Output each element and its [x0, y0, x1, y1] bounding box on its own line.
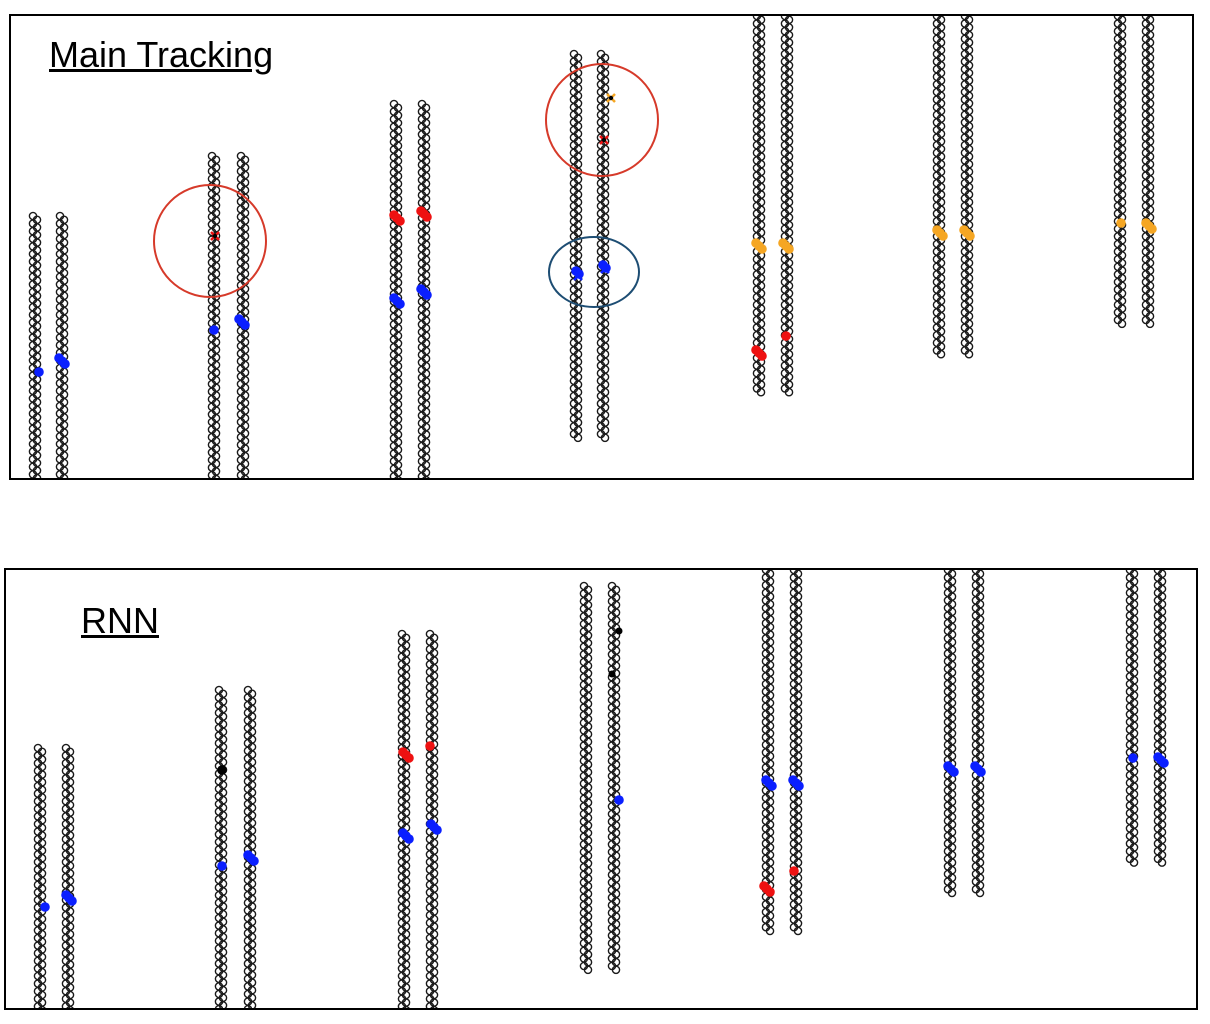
hit-blue: [1128, 753, 1138, 763]
hit-orange: [932, 225, 948, 241]
hit-red: [425, 741, 435, 751]
detector-layer-14: [1153, 570, 1167, 867]
hit-blue: [614, 795, 624, 805]
detector-layer-11: [932, 16, 946, 359]
detector-layer-10: [789, 570, 803, 936]
hit-orange: [959, 225, 975, 241]
hit-blue: [61, 890, 77, 906]
detector-layer-9: [752, 16, 766, 397]
hit-red: [389, 210, 405, 226]
main-tracking-title: Main Tracking: [49, 34, 274, 75]
detector-layer-10: [780, 16, 794, 397]
hit-blue: [209, 325, 219, 335]
rnn-title: RNN: [81, 600, 159, 641]
hit-red: [416, 206, 432, 222]
hit-marker-red: [599, 135, 609, 145]
hit-blue: [970, 761, 986, 777]
detector-layer-13: [1125, 570, 1139, 867]
detector-layer-1: [28, 211, 42, 478]
main-tracking-detector-view: [28, 16, 1157, 478]
rnn-detector-view: [33, 570, 1169, 1008]
hit-blue: [788, 775, 804, 791]
hit-blue: [571, 266, 584, 279]
detector-layer-8: [607, 581, 621, 975]
detector-layer-2: [55, 211, 69, 478]
hit-blue: [40, 902, 50, 912]
highlight-circle-blue: [548, 236, 640, 308]
detector-layer-8: [596, 49, 610, 443]
hit-blue: [217, 861, 227, 871]
hit-blue: [54, 353, 70, 369]
hit-orange: [1116, 218, 1126, 228]
hit-blue: [389, 293, 405, 309]
hit-blue: [234, 314, 250, 330]
hit-blue: [943, 761, 959, 777]
detector-layer-5: [389, 99, 403, 478]
detector-layer-3: [214, 685, 228, 1008]
hit-blue: [34, 367, 44, 377]
hit-marker-orange: [606, 93, 616, 103]
hit-blue: [598, 260, 611, 273]
detector-layer-3: [207, 151, 221, 478]
highlight-circle-red: [545, 63, 659, 177]
hit-blue: [761, 775, 777, 791]
hit-blue: [1153, 752, 1169, 768]
main-tracking-panel: Main Tracking: [9, 14, 1194, 480]
detector-layer-5: [397, 629, 411, 1008]
hit-orange: [1141, 218, 1157, 234]
hit-red: [781, 331, 791, 341]
detector-layer-2: [61, 743, 75, 1008]
hit-red: [789, 866, 799, 876]
detector-layer-9: [761, 570, 775, 936]
hit-blue: [243, 850, 259, 866]
hit-blue: [398, 828, 414, 844]
hit-red: [759, 881, 775, 897]
hit-marker-red: [210, 231, 220, 241]
highlight-circle-red: [153, 184, 267, 298]
rnn-panel: RNN: [4, 568, 1198, 1010]
hit-black: [217, 765, 227, 775]
hit-blue: [426, 819, 442, 835]
detector-layer-11: [943, 570, 957, 898]
hit-red: [751, 345, 767, 361]
hit-red: [398, 747, 414, 763]
detector-layer-6: [417, 99, 431, 478]
hit-orange: [751, 238, 767, 254]
hit-blue: [416, 284, 432, 300]
detector-layer-7: [569, 49, 583, 443]
detector-layer-4: [243, 685, 257, 1008]
detector-layer-12: [971, 570, 985, 898]
detector-layer-6: [425, 629, 439, 1008]
hit-black: [608, 670, 616, 678]
detector-layer-14: [1141, 16, 1155, 329]
detector-layer-1: [33, 743, 47, 1008]
hit-orange: [778, 238, 794, 254]
hit-black: [615, 627, 623, 635]
detector-layer-13: [1113, 16, 1127, 329]
detector-layer-12: [960, 16, 974, 359]
detector-layer-4: [236, 151, 250, 478]
detector-layer-7: [579, 581, 593, 975]
